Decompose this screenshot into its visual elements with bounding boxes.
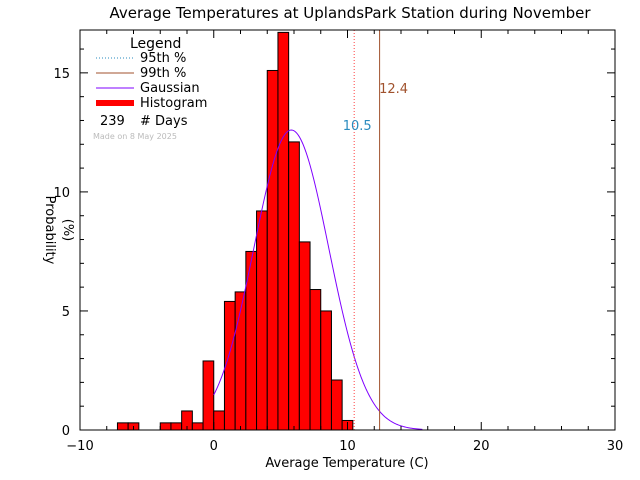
y-tick-label: 0 (62, 424, 70, 439)
percentile-lines: 10.5 12.4 (343, 30, 408, 430)
histogram-bar (256, 210, 268, 431)
chart-title: Average Temperatures at UplandsPark Stat… (110, 4, 592, 22)
percentile-99-label: 12.4 (379, 82, 408, 97)
y-tick-label: 5 (62, 305, 70, 320)
histogram-bar (288, 141, 300, 431)
y-tick-label: 10 (53, 186, 70, 201)
y-axis-label: Probability (%) (42, 196, 75, 265)
legend-count-label: # Days (140, 114, 188, 129)
made-on-note: Made on 8 May 2025 (93, 132, 177, 141)
legend-item-label: 95th % (140, 51, 186, 66)
histogram-bar (298, 241, 311, 431)
x-tick-label: 0 (210, 439, 218, 454)
histogram-bar (191, 422, 204, 431)
x-tick-label: 10 (339, 439, 356, 454)
x-tick-label: 30 (607, 439, 624, 454)
histogram-bar (159, 422, 172, 431)
histogram-bar (170, 422, 183, 431)
x-tick-label: −10 (66, 439, 93, 454)
x-tick-label: 20 (473, 439, 490, 454)
y-axis-label-line: Probability (42, 196, 57, 265)
histogram-bar (202, 360, 215, 431)
legend-item-label: 99th % (140, 66, 186, 81)
histogram-bar (330, 379, 343, 431)
histogram-bars (116, 31, 354, 431)
histogram-bar (309, 289, 322, 431)
histogram-bar (116, 422, 129, 431)
histogram-bar (320, 310, 332, 431)
histogram-bar (266, 69, 279, 431)
legend-item-label: Histogram (140, 96, 207, 111)
histogram-bar (277, 31, 290, 431)
x-axis-label: Average Temperature (C) (265, 456, 428, 471)
percentile-95-label: 10.5 (343, 119, 372, 134)
gaussian-curve (213, 129, 423, 430)
legend-title: Legend (130, 36, 181, 52)
histogram-bar (213, 410, 225, 431)
y-axis-label-line: (%) (60, 219, 75, 242)
y-tick-label: 15 (53, 67, 70, 82)
legend-item-label: Gaussian (140, 81, 200, 96)
legend-count-value: 239 (100, 114, 125, 129)
gaussian-fit (213, 129, 423, 430)
